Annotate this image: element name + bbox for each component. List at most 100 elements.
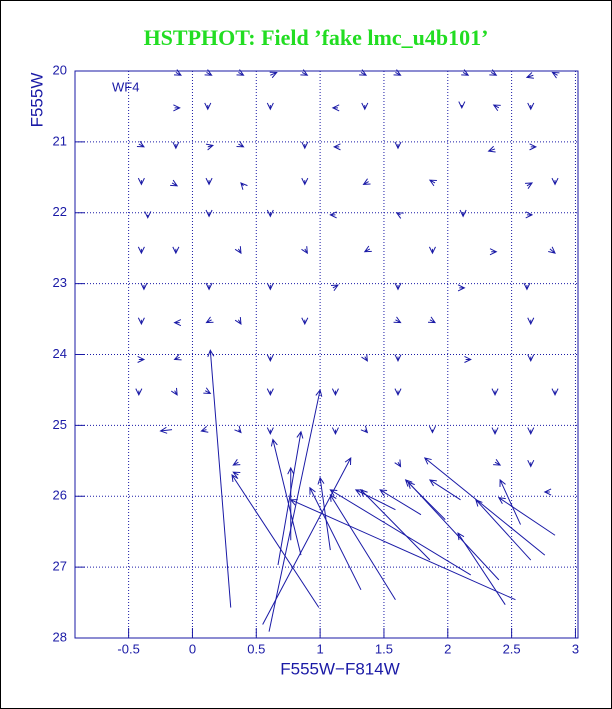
arrow — [236, 69, 245, 76]
arrow — [428, 425, 436, 434]
arrow — [236, 140, 245, 148]
arrow — [329, 489, 472, 576]
x-tick-label: 3 — [572, 641, 579, 656]
arrow — [270, 438, 302, 556]
arrow — [459, 209, 467, 218]
arrow — [240, 182, 248, 190]
arrow — [527, 459, 535, 468]
arrow — [523, 282, 531, 291]
arrow — [527, 317, 535, 326]
arrow — [137, 355, 146, 363]
x-tick-label: 0 — [189, 641, 196, 656]
arrow — [331, 104, 340, 112]
y-tick-label: 27 — [53, 559, 67, 574]
arrow — [159, 426, 173, 434]
arrow — [394, 388, 402, 397]
arrow — [232, 459, 241, 466]
arrow — [461, 69, 470, 76]
arrow — [497, 497, 556, 536]
arrow — [300, 69, 309, 76]
arrow — [489, 248, 498, 256]
arrow — [525, 72, 534, 79]
arrow — [543, 488, 552, 496]
y-tick-label: 22 — [53, 204, 67, 219]
arrow — [170, 179, 179, 187]
arrow — [234, 246, 242, 255]
arrow — [395, 212, 404, 219]
arrow — [266, 102, 274, 111]
arrow — [301, 177, 309, 186]
arrow — [527, 102, 535, 111]
arrow — [135, 388, 143, 397]
arrow — [301, 317, 309, 326]
x-tick-label: 2.5 — [503, 641, 521, 656]
arrow — [360, 425, 369, 434]
arrow — [487, 145, 496, 153]
arrow — [137, 177, 145, 186]
arrow — [361, 102, 369, 111]
arrow — [331, 427, 339, 436]
arrow — [266, 209, 274, 218]
arrow — [551, 177, 559, 186]
arrow — [137, 317, 145, 326]
arrow — [277, 430, 304, 566]
arrow — [394, 282, 402, 291]
arrow — [359, 69, 368, 76]
arrow — [354, 489, 396, 511]
arrow — [231, 474, 320, 608]
arrow — [205, 143, 214, 151]
arrow — [173, 319, 182, 327]
arrow — [393, 316, 402, 324]
arrow — [363, 245, 372, 253]
arrow — [493, 459, 502, 466]
arrow — [333, 143, 341, 151]
arrow — [269, 71, 278, 79]
arrow — [379, 489, 422, 516]
arrow — [266, 388, 274, 397]
arrow — [428, 479, 461, 501]
arrow — [266, 354, 274, 363]
arrow — [204, 69, 213, 76]
arrow — [457, 284, 466, 292]
arrow — [527, 427, 535, 436]
annotation: WF4 — [112, 79, 139, 94]
arrow — [205, 316, 214, 324]
arrow — [205, 177, 213, 186]
arrow — [234, 425, 242, 434]
arrow — [475, 498, 532, 561]
arrow — [423, 457, 546, 556]
arrow — [330, 284, 339, 292]
arrow — [525, 211, 534, 219]
arrow — [551, 71, 560, 79]
arrow — [457, 532, 506, 605]
arrow — [331, 388, 339, 397]
y-tick-label: 26 — [53, 488, 67, 503]
plot-frame — [74, 70, 579, 639]
arrow — [171, 387, 178, 396]
arrow — [329, 211, 337, 219]
arrow — [136, 140, 145, 148]
x-tick-label: 0.5 — [247, 641, 265, 656]
arrow — [458, 101, 466, 110]
arrow — [268, 388, 323, 632]
arrow — [172, 141, 180, 150]
arrow — [317, 476, 331, 551]
arrow — [205, 209, 213, 218]
y-tick-label: 24 — [53, 346, 67, 361]
arrow — [394, 354, 402, 363]
y-tick-label: 20 — [53, 62, 67, 77]
x-tick-label: 1 — [316, 641, 323, 656]
arrow — [527, 354, 535, 363]
arrow — [140, 282, 148, 291]
arrow — [289, 499, 516, 601]
chart-title: HSTPHOT: Field ’fake lmc_u4b101’ — [144, 25, 489, 50]
x-tick-label: -0.5 — [117, 641, 139, 656]
arrow — [232, 471, 241, 479]
x-axis-label: F555W−F814W — [280, 659, 400, 678]
arrow — [464, 355, 472, 363]
arrow — [551, 388, 559, 397]
y-tick-label: 23 — [53, 275, 67, 290]
arrow — [428, 246, 436, 255]
arrow — [548, 246, 556, 254]
arrow — [287, 466, 295, 541]
